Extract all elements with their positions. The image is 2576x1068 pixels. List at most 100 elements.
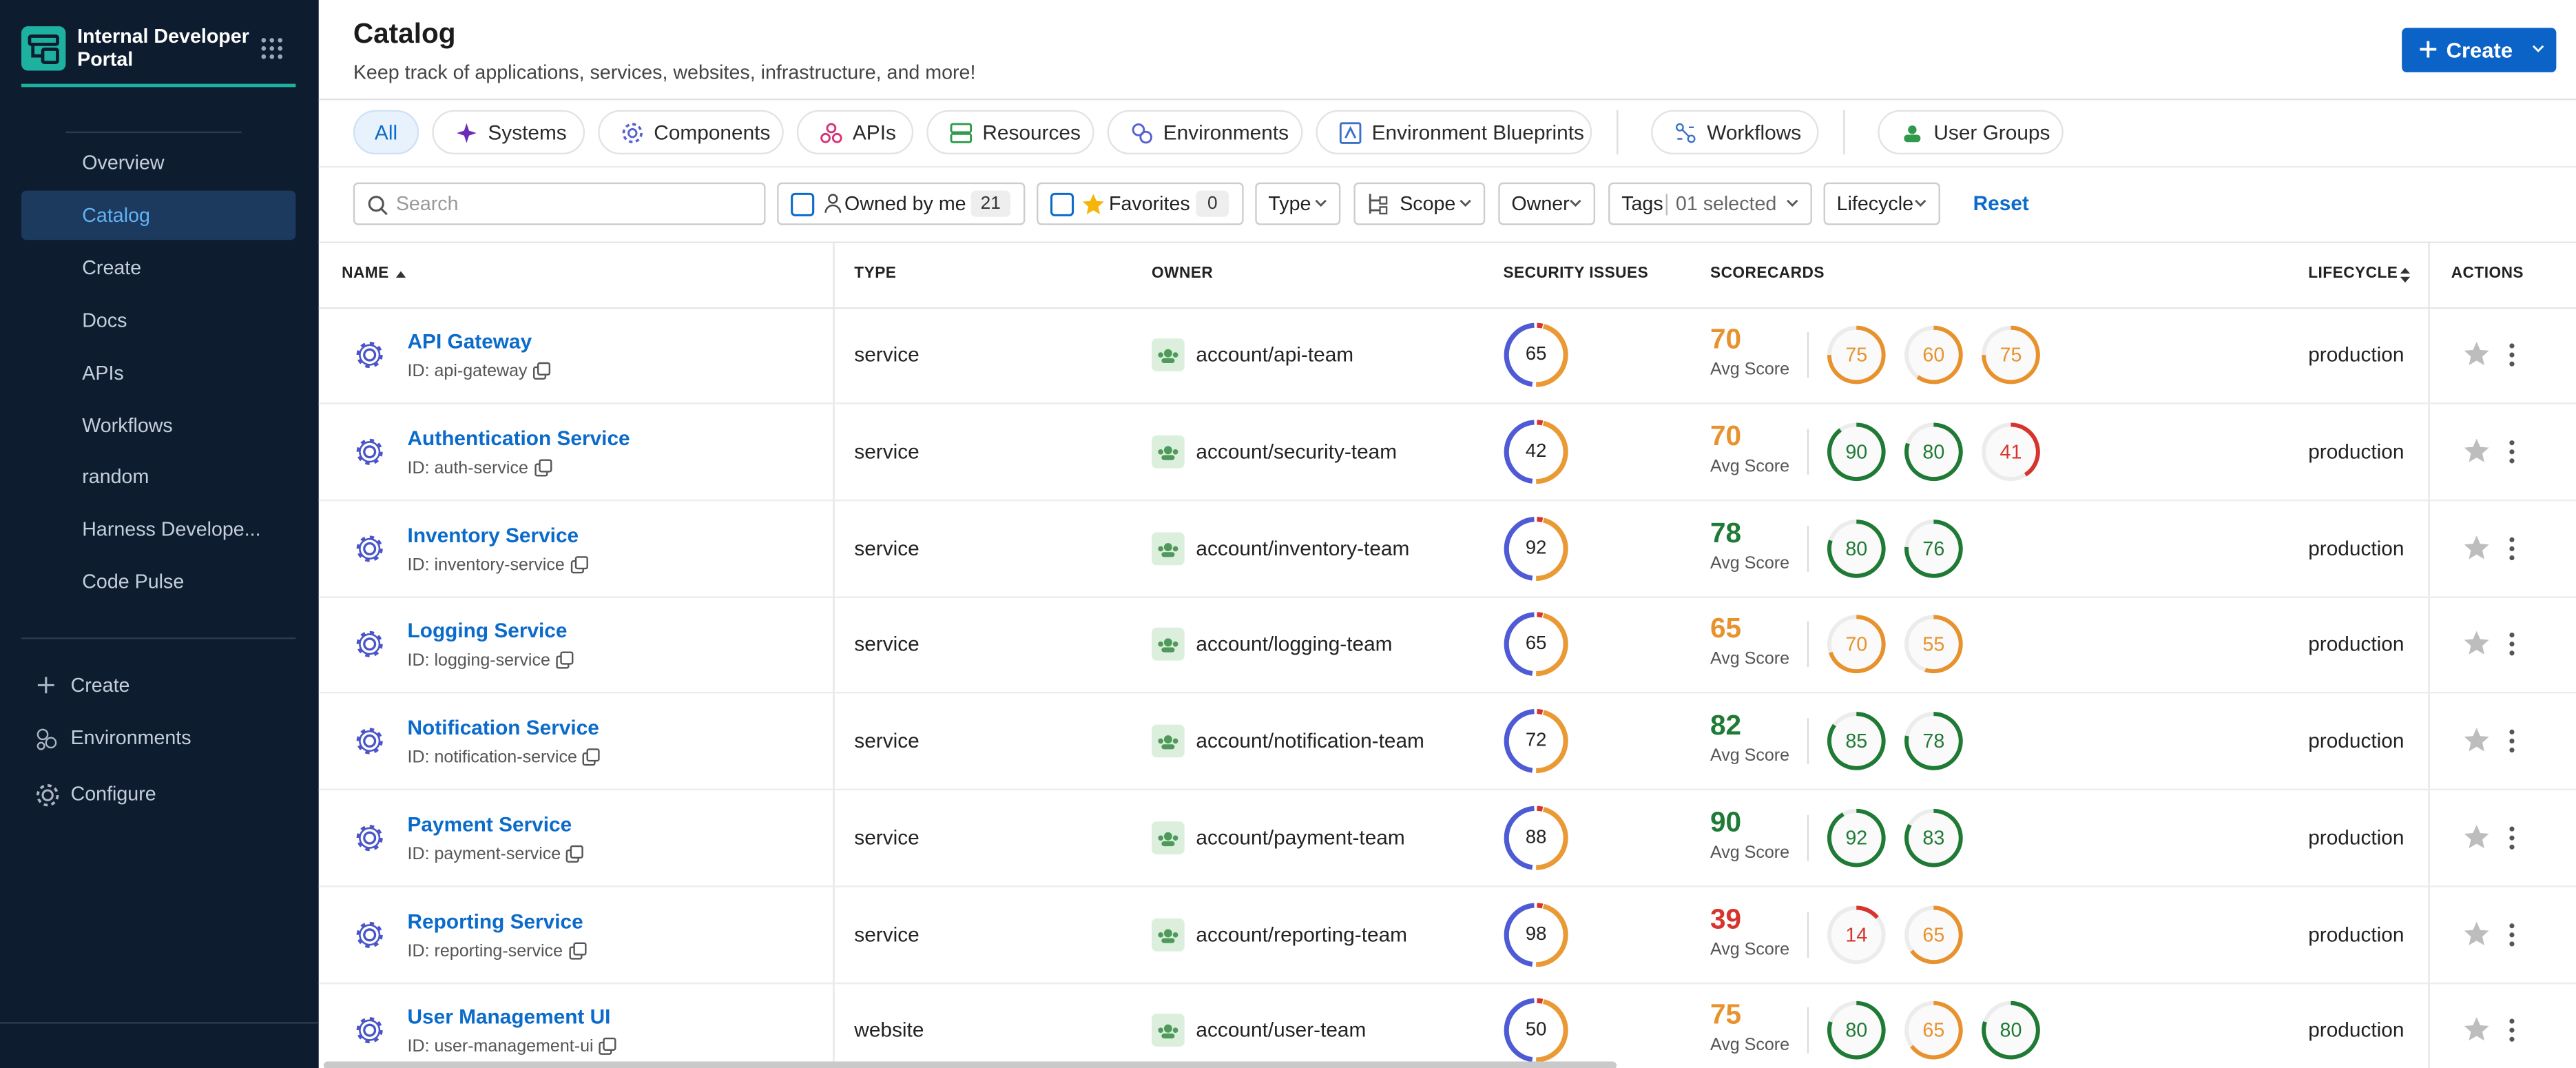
tab-label: Systems <box>488 121 567 145</box>
security-ring <box>1504 515 1568 580</box>
icon-part <box>1675 123 1684 132</box>
row-menu[interactable] <box>2509 343 2515 367</box>
entity-name[interactable]: User Management UI <box>407 1005 611 1029</box>
icon-part <box>2509 536 2515 542</box>
reset-link[interactable]: Reset <box>1973 192 2029 216</box>
row-menu[interactable] <box>2509 825 2515 850</box>
tab[interactable]: Resources <box>926 110 1094 155</box>
row-menu[interactable] <box>2509 633 2515 657</box>
icon-part <box>2400 267 2411 283</box>
icon-part <box>2509 932 2515 937</box>
icon-part <box>2464 342 2489 366</box>
favorite-star[interactable] <box>2464 342 2489 367</box>
filter-box[interactable]: Owned by me 21 <box>777 182 1026 225</box>
nav-item[interactable]: Create <box>82 256 142 279</box>
rule <box>318 307 2576 309</box>
icon-part <box>261 38 267 43</box>
entity-name[interactable]: Reporting Service <box>407 909 583 933</box>
favorite-star[interactable] <box>2464 535 2489 559</box>
filter-box[interactable]: Owner <box>1498 182 1596 225</box>
create-button[interactable]: Create <box>2402 28 2557 72</box>
icon-part <box>363 927 377 941</box>
tab[interactable]: Components <box>598 110 784 155</box>
icon-part <box>269 46 275 51</box>
favorite-star[interactable] <box>2464 1017 2489 1043</box>
favorite-star[interactable] <box>2464 438 2489 463</box>
entity-name[interactable]: Authentication Service <box>407 427 630 450</box>
nav-item[interactable]: Code Pulse <box>82 570 185 594</box>
nav-item[interactable]: Environments <box>70 726 191 750</box>
tab[interactable]: APIs <box>796 110 914 155</box>
nav-item[interactable]: Configure <box>70 782 156 805</box>
avg-score: 65 <box>1710 613 1742 645</box>
nav-item[interactable]: APIs <box>82 360 124 384</box>
nav-item[interactable]: Harness Develope... <box>82 517 261 542</box>
security-issues: 98 <box>1525 924 1547 944</box>
icon-part <box>2509 650 2515 657</box>
owner: account/notification-team <box>1196 729 1424 753</box>
filter-box[interactable]: Scope <box>1353 182 1486 225</box>
icon-part <box>37 677 54 694</box>
nav-item[interactable]: Overview <box>82 151 165 174</box>
entity-name[interactable]: Payment Service <box>407 812 572 836</box>
favorite-star[interactable] <box>2464 728 2489 752</box>
favorite-star[interactable] <box>2464 631 2489 656</box>
scorecard-value: 60 <box>1922 343 1945 367</box>
filter-box[interactable]: Type <box>1255 182 1341 225</box>
row-menu[interactable] <box>2509 1019 2515 1043</box>
scorecard-value: 14 <box>1845 922 1868 946</box>
owner-icon <box>1152 1014 1185 1047</box>
icon-part <box>2464 1017 2489 1041</box>
lifecycle: production <box>2308 825 2404 850</box>
row-menu[interactable] <box>2509 536 2515 559</box>
checkbox <box>791 192 815 216</box>
scorecard-value: 80 <box>1845 536 1868 559</box>
tab[interactable]: User Groups <box>1878 110 2064 155</box>
ring-bg <box>1506 711 1566 771</box>
ring-segment <box>1504 902 1535 966</box>
favorite-star[interactable] <box>2464 921 2489 946</box>
row-menu[interactable] <box>2509 922 2515 946</box>
tab[interactable]: All <box>353 110 419 155</box>
entity-type: service <box>854 440 920 463</box>
filter-box[interactable]: Favorites 0 <box>1037 182 1244 225</box>
nav-item[interactable]: Docs <box>82 308 127 331</box>
nav-item[interactable]: Catalog <box>82 203 150 227</box>
entity-name[interactable]: Inventory Service <box>407 523 579 546</box>
person-icon <box>824 194 842 213</box>
checkbox <box>1050 192 1074 216</box>
scrollbar[interactable] <box>323 1061 1617 1068</box>
avg-score: 70 <box>1710 420 1742 452</box>
icon-part <box>2420 41 2437 58</box>
nav-item[interactable]: Create <box>70 673 130 697</box>
icon-part <box>1908 125 1917 134</box>
filter-box[interactable]: Lifecycle <box>1823 182 1940 225</box>
entity-name[interactable]: API Gateway <box>407 330 532 353</box>
filter-box[interactable]: Search <box>353 182 766 225</box>
avg-score-label: Avg Score <box>1710 842 1790 863</box>
owner: account/payment-team <box>1196 825 1405 850</box>
icon-part <box>363 1024 377 1038</box>
tab[interactable]: Workflows <box>1651 110 1819 155</box>
nav-item[interactable]: random <box>82 465 149 489</box>
owner: account/api-team <box>1196 343 1354 367</box>
security-issues: 88 <box>1525 828 1547 848</box>
icon-part <box>363 831 377 845</box>
favorite-star[interactable] <box>2464 824 2489 849</box>
entity-name[interactable]: Notification Service <box>407 716 599 740</box>
tab[interactable]: Systems <box>432 110 585 155</box>
entity-name[interactable]: Logging Service <box>407 619 568 643</box>
filter-box[interactable]: Tags 01 selected <box>1608 182 1812 225</box>
filter-label: Owned by me <box>844 192 966 216</box>
nav-item[interactable]: Workflows <box>82 413 173 437</box>
icon-part <box>37 741 45 750</box>
tab[interactable]: Environment Blueprints <box>1316 110 1592 155</box>
ring-segment <box>1536 324 1568 387</box>
security-ring <box>1504 612 1568 677</box>
tab[interactable]: Environments <box>1107 110 1303 155</box>
row-menu[interactable] <box>2509 729 2515 753</box>
row-menu[interactable] <box>2509 440 2515 463</box>
lifecycle: production <box>2308 729 2404 753</box>
icon-part <box>950 123 973 134</box>
tab-label: Resources <box>982 121 1081 145</box>
